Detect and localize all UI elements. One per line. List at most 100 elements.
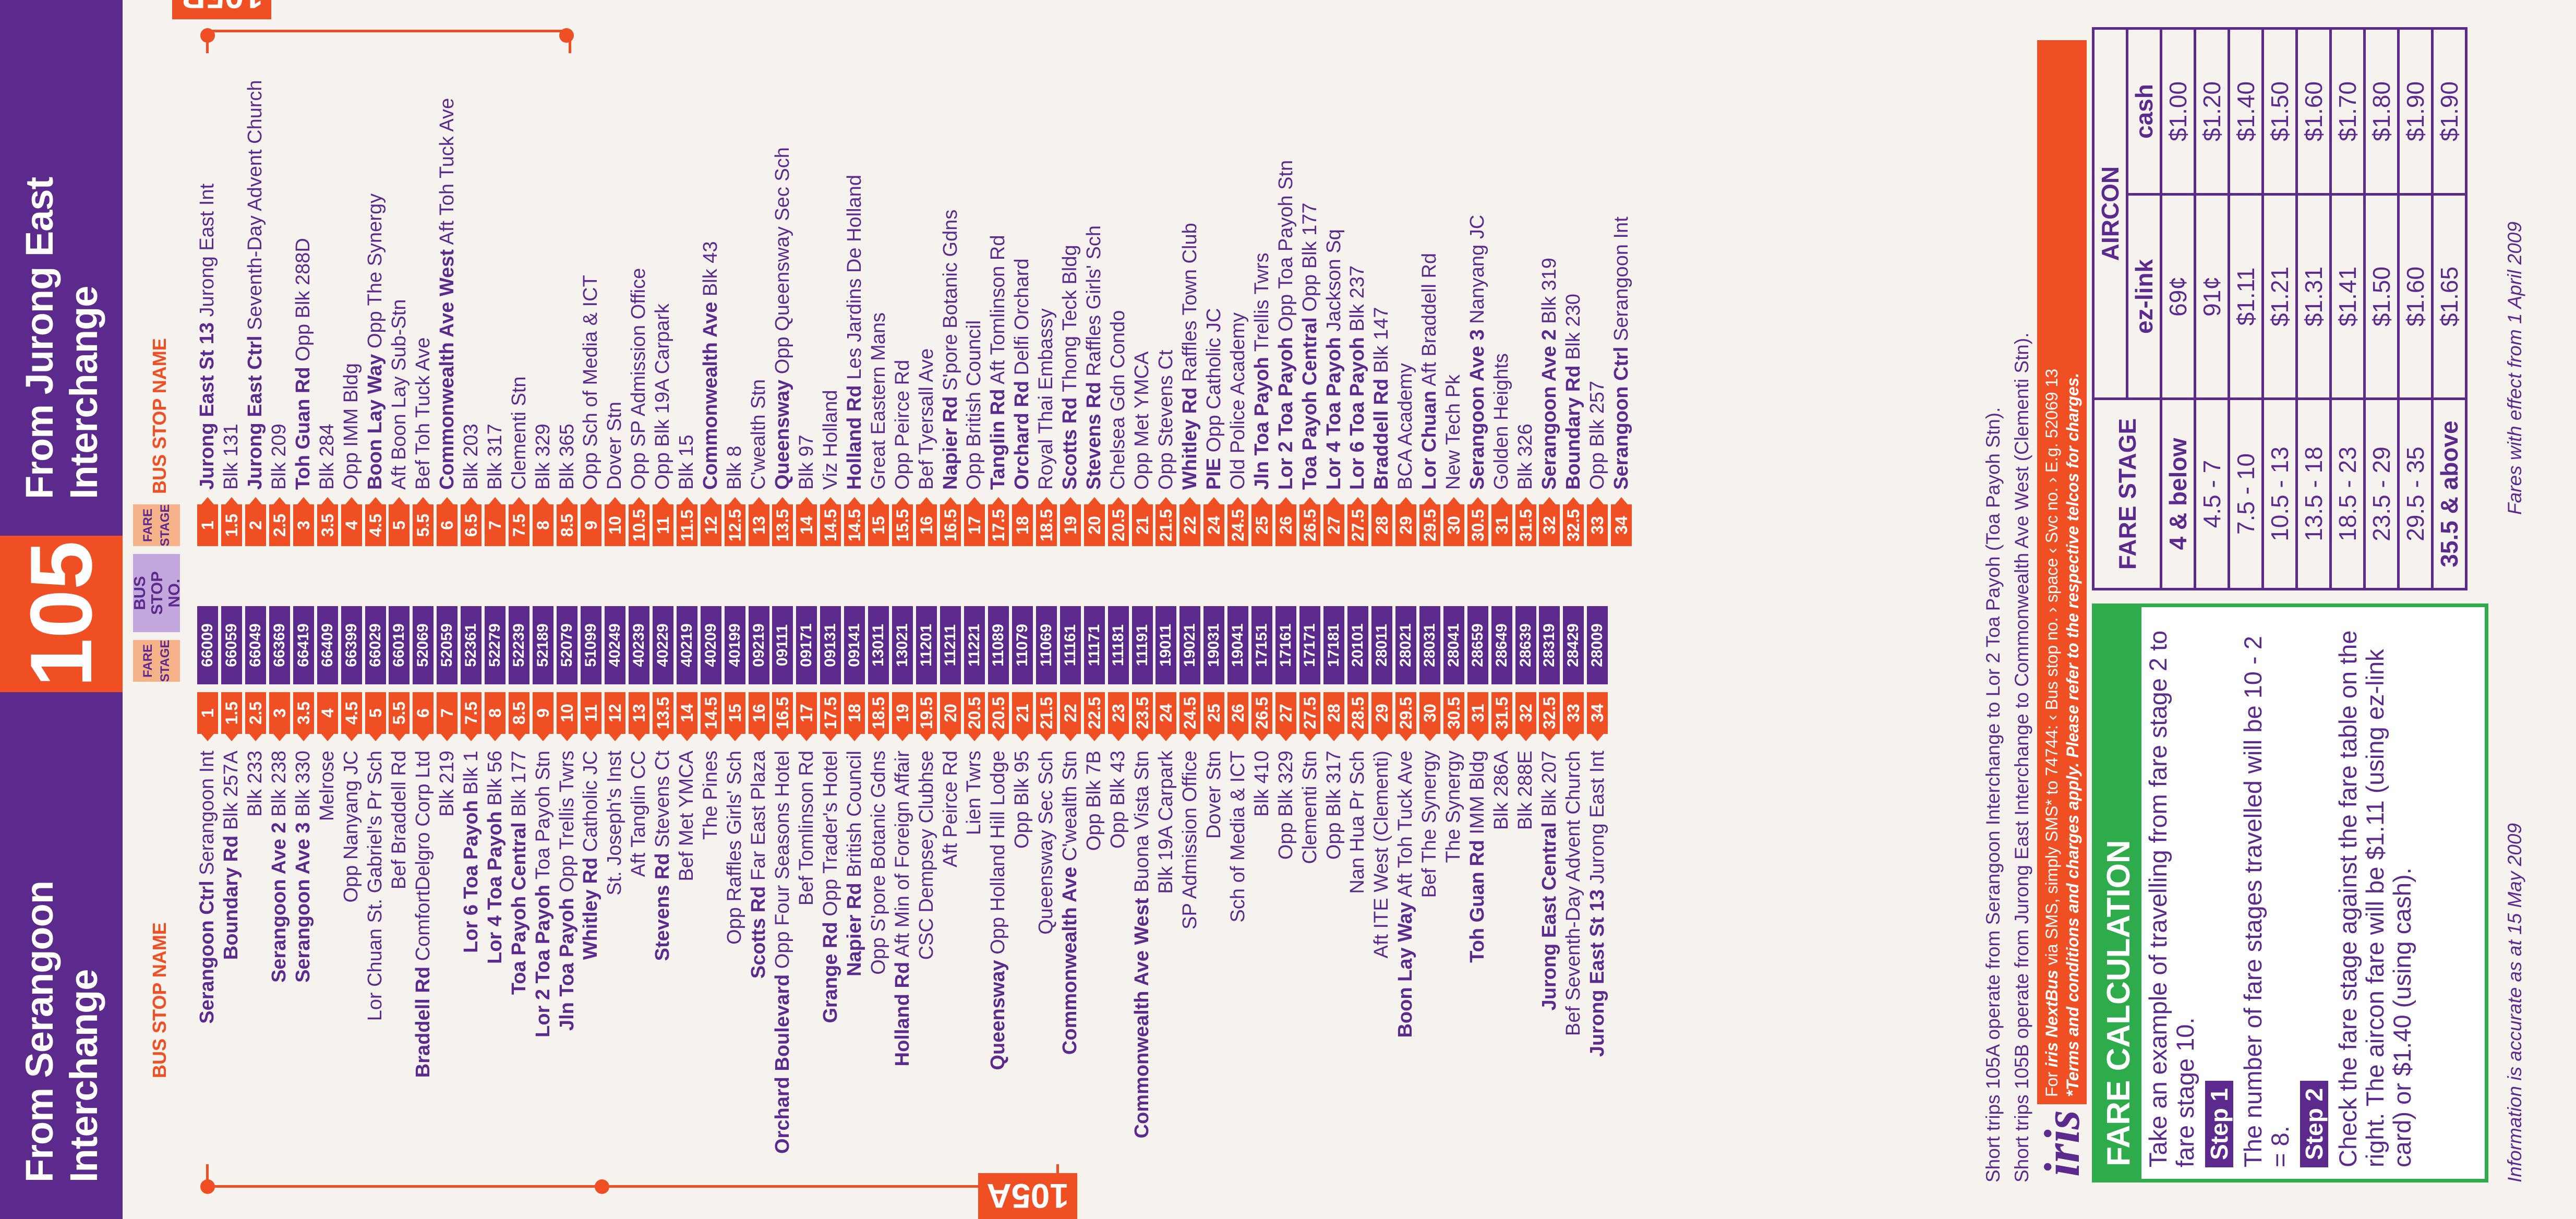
stop-row-left: Lien Twrs 20.5 11221 [962, 557, 986, 1167]
stop-row-right: 24 PIE Opp Catholic JC [1202, 43, 1226, 632]
stop-row-right: 32 Serangoon Ave 2 Blk 319 [1538, 43, 1562, 632]
fare-ezlink: $1.41 [2330, 194, 2365, 399]
stop-row-right: 12 Commonwealth Ave Blk 43 [699, 43, 723, 632]
stop-row-right: 4 Opp IMM Bldg [340, 43, 364, 632]
stop-row-right: 11.5 Blk 15 [675, 43, 699, 632]
fare-stage: 17.5 [820, 692, 841, 734]
stop-name: New Tech Pk [1442, 374, 1465, 490]
stop-row-left: Commonwealth Ave West Buona Vista Stn 23.… [1130, 557, 1154, 1167]
fare-cash: $1.70 [2330, 28, 2365, 195]
fare-stage: 32.5 [1539, 692, 1560, 734]
stop-row-left: Whitley Rd Catholic JC 11 51099 [579, 557, 603, 1167]
stop-row-left: Aft Peirce Rd 20 11211 [938, 557, 962, 1167]
stop-row-right: 11 Opp Blk 19A Carpark [651, 43, 675, 632]
stop-name: Blk 286A [1490, 751, 1513, 830]
fare-stage: 1 [197, 692, 218, 734]
fare-stage: 34 [1611, 504, 1632, 546]
stop-name: CSC Dempsey Clubhse [915, 751, 937, 960]
fare-stage: 3 [293, 504, 314, 546]
stop-name: Bef The Synergy [1418, 751, 1441, 898]
stop-name: Blk 203 [460, 424, 482, 490]
fare-stage: 14.5 [844, 504, 865, 546]
fare-stage-range: 23.5 - 29 [2364, 399, 2399, 589]
stop-name: Toa Payoh Central Opp Blk 177 [1298, 202, 1321, 490]
fare-stage: 31.5 [1491, 692, 1512, 734]
fare-stage: 10.5 [628, 504, 649, 546]
fare-stage: 20.5 [964, 692, 985, 734]
stop-row-right: 30.5 Serangoon Ave 3 Nanyang JC [1466, 43, 1490, 632]
stop-row-right: 18.5 Royal Thai Embassy [1034, 43, 1058, 632]
stop-name: Opp Stevens Ct [1154, 349, 1177, 490]
stop-name: Jurong East Ctrl Seventh-Day Advent Chur… [244, 80, 267, 490]
stop-name: Blk 326 [1514, 424, 1537, 490]
stop-name: Opp Blk 317 [1322, 751, 1345, 860]
stop-name: SP Admission Office [1178, 751, 1201, 930]
fare-stage: 16.5 [940, 504, 961, 546]
stop-name: Blk 365 [556, 424, 578, 490]
fare-stage: 4 [341, 504, 362, 546]
fare-stage: 15 [724, 692, 745, 734]
stop-name: Sch of Media & ICT [1226, 751, 1249, 923]
fare-stage: 22 [1060, 692, 1081, 734]
stop-name: Lor 2 Toa Payoh Toa Payoh Stn [532, 751, 554, 1037]
stop-name: Orchard Rd Delfi Orchard [1011, 258, 1033, 490]
iris-line2: *Terms and conditions and charges apply.… [2063, 372, 2082, 1097]
fare-stage: 5 [389, 504, 410, 546]
fare-stage: 26.5 [1251, 692, 1273, 734]
fare-stage: 1.5 [221, 692, 242, 734]
stop-name: Blk 329 [532, 424, 554, 490]
stop-row-left: Blk 219 7 52059 [435, 557, 459, 1167]
fare-stage: 28 [1371, 504, 1392, 546]
fare-stage: 34 [1587, 692, 1608, 734]
fare-stage: 13 [748, 504, 769, 546]
stop-name: Tanglin Rd Aft Tomlinson Rd [987, 235, 1009, 490]
fare-ezlink: $1.60 [2398, 194, 2433, 399]
stop-row-left: Melrose 4 66409 [316, 557, 340, 1167]
stop-row-right: 28 Braddell Rd Blk 147 [1370, 43, 1394, 632]
stop-name: Melrose [316, 751, 339, 822]
stop-name: Boundary Rd Blk 230 [1562, 294, 1584, 490]
stop-name: Whitley Rd Catholic JC [580, 751, 602, 960]
fare-stage: 30 [1419, 692, 1440, 734]
stop-row-right: 30 New Tech Pk [1442, 43, 1466, 632]
stop-row-right: 10.5 Opp SP Admission Office [627, 43, 651, 632]
stop-name: Nan Hua Pr Sch [1346, 751, 1369, 894]
fare-stage: 3.5 [317, 504, 338, 546]
stop-row-left: Serangoon Ave 2 Blk 238 3 66369 [268, 557, 292, 1167]
fare-stage: 20 [940, 692, 961, 734]
fare-cash: $1.40 [2229, 28, 2263, 195]
stop-row-left: Dover Stn 25 19031 [1202, 557, 1226, 1167]
fare-stage: 31 [1467, 692, 1488, 734]
stop-row-right: 29 BCA Academy [1394, 43, 1418, 632]
fare-cash: $1.90 [2398, 28, 2433, 195]
stop-name: Golden Heights [1490, 353, 1513, 490]
fare-stage: 30 [1443, 504, 1464, 546]
route-number: 105 [0, 536, 123, 692]
fare-ezlink: $1.31 [2296, 194, 2331, 399]
fare-stage: 18 [844, 692, 865, 734]
fare-stage: 13.5 [772, 504, 793, 546]
fare-row: 29.5 - 35 $1.60 $1.90 [2398, 28, 2433, 589]
stop-row-left: Lor 4 Toa Payoh Blk 56 8 52279 [483, 557, 507, 1167]
stop-row-left: Lor Chuan St. Gabriel's Pr Sch 5 66029 [364, 557, 388, 1167]
fare-stage: 15 [868, 504, 889, 546]
stop-row-left: Bef Met YMCA 14 40219 [675, 557, 699, 1167]
fare-stage: 9 [533, 692, 554, 734]
stop-row-left: St. Joseph's Inst 12 40249 [603, 557, 627, 1167]
fare-stage: 22 [1179, 504, 1201, 546]
stop-row-right: 16 Bef Tyersall Ave [914, 43, 938, 632]
stop-row-left: Clementi Stn 27.5 17171 [1298, 557, 1322, 1167]
fare-stage: 33 [1563, 692, 1584, 734]
fare-stage: 7.5 [509, 504, 530, 546]
stop-row-right: 7.5 Clementi Stn [507, 43, 531, 632]
stop-row-left: Opp Blk 7B 22.5 11171 [1082, 557, 1106, 1167]
fare-table-head-stage: FARE STAGE [2093, 399, 2161, 589]
stop-row-left: Boundary Rd Blk 257A 1.5 66059 [220, 557, 244, 1167]
stop-row-right: 31.5 Blk 326 [1514, 43, 1538, 632]
stop-name: Stevens Rd Raffles Girls' Sch [1083, 225, 1105, 490]
stop-name: Opp IMM Bldg [340, 363, 363, 490]
fare-stage: 28 [1323, 692, 1345, 734]
fare-stage-range: 7.5 - 10 [2229, 399, 2263, 589]
stop-row-left: Opp Nanyang JC 4.5 66399 [340, 557, 364, 1167]
